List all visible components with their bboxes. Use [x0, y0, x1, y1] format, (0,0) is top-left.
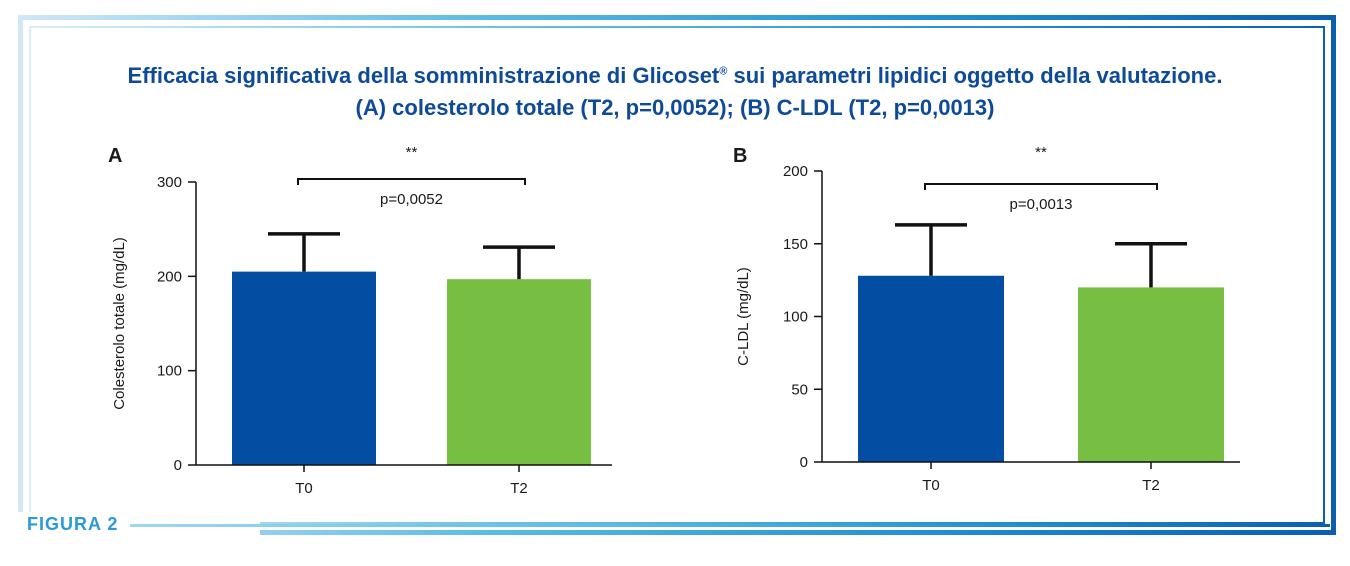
y-tick-label: 300 [157, 174, 182, 191]
significance-stars: ** [1035, 144, 1047, 161]
figure-label: FIGURA 2 [27, 514, 119, 534]
x-tick-label-t0: T0 [922, 477, 940, 494]
figure-label-rule [130, 524, 1330, 527]
p-value-label: p=0,0013 [1010, 196, 1073, 213]
panel-label: B [733, 145, 747, 167]
bar-t2 [447, 279, 591, 465]
y-tick-label: 150 [783, 236, 808, 253]
y-tick-label: 100 [783, 309, 808, 326]
y-tick-label: 200 [157, 268, 182, 285]
y-axis-label: C-LDL (mg/dL) [735, 267, 752, 366]
title-tail-text: sui parametri lipidici oggetto della val… [727, 63, 1223, 88]
p-value-label: p=0,0052 [380, 191, 443, 208]
significance-bracket [924, 183, 1158, 190]
chart-panel-a: A Colesterolo totale (mg/dL) T0 T2 0 100 200 30… [108, 144, 612, 497]
y-tick-label: 0 [174, 457, 182, 474]
bar-t2 [1078, 287, 1224, 462]
chart-panel-b: B C-LDL (mg/dL) T0 T2 0 50 100 150 200 ** p=0,0013 [733, 144, 1240, 494]
panel-label: A [108, 145, 122, 167]
x-tick-label-t2: T2 [1142, 477, 1160, 494]
significance-bracket [297, 178, 526, 185]
bar-t0 [858, 275, 1004, 462]
bar-t0 [232, 271, 376, 465]
x-tick-label-t0: T0 [295, 480, 313, 497]
y-tick-label: 100 [157, 363, 182, 380]
x-tick-label-t2: T2 [510, 480, 528, 497]
y-tick-label: 200 [783, 163, 808, 180]
figure-title-line-1: Efficacia significativa della somministr… [0, 63, 1350, 89]
y-tick-label: 50 [791, 381, 808, 398]
registered-mark: ® [719, 65, 728, 78]
significance-stars: ** [406, 144, 418, 161]
y-axis-label: Colesterolo totale (mg/dL) [111, 237, 128, 410]
title-main-text: Efficacia significativa della somministr… [127, 63, 720, 88]
y-tick-label: 0 [800, 454, 808, 471]
figure-title-line-2: (A) colesterolo totale (T2, p=0,0052); (… [355, 95, 995, 120]
